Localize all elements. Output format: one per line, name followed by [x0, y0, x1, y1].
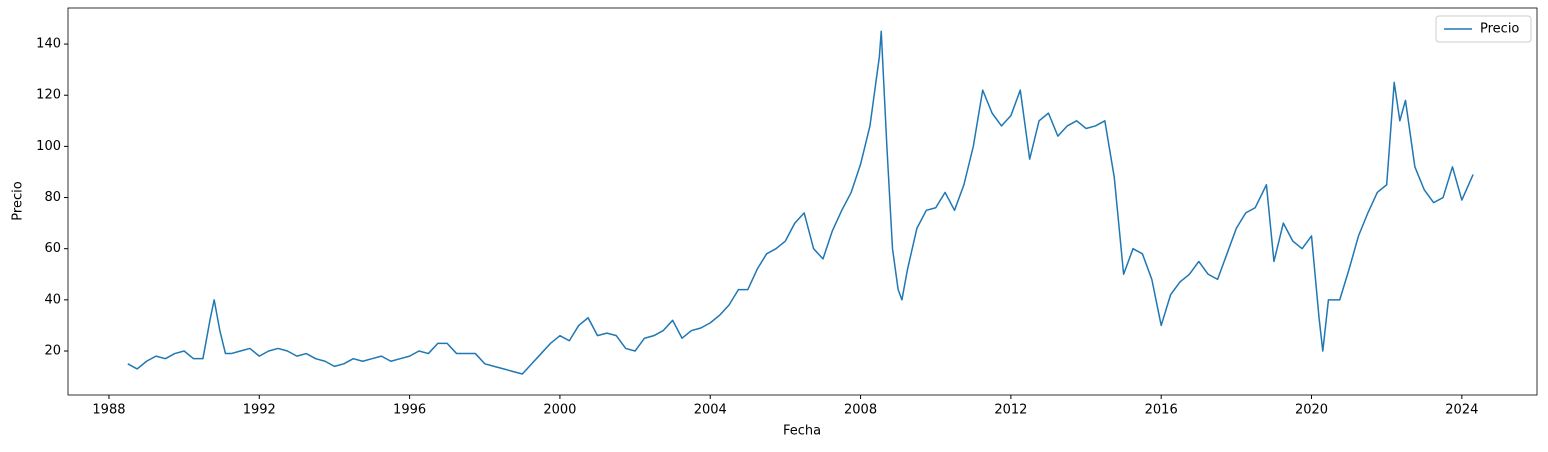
y-tick-label: 100	[36, 139, 61, 154]
y-tick-label: 40	[44, 292, 61, 307]
legend-box	[1435, 15, 1532, 43]
x-tick-label: 1996	[393, 403, 426, 418]
x-tick-label: 1992	[243, 403, 276, 418]
y-axis-label: Precio	[11, 181, 26, 220]
line	[127, 30, 1474, 375]
x-tick-label: 2012	[994, 403, 1027, 418]
x-tick-label: 2016	[1145, 403, 1178, 418]
x-axis-label: Fecha	[783, 424, 821, 439]
y-tick-label: 20	[44, 344, 61, 359]
x-tick-label: 1988	[92, 403, 125, 418]
y-tick-label: 80	[44, 190, 61, 205]
x-tick-label: 2004	[694, 403, 727, 418]
x-tick-label: 2000	[543, 403, 576, 418]
y-tick-label: 60	[44, 241, 61, 256]
x-tick-label: 2008	[844, 403, 877, 418]
y-tick-label: 120	[36, 88, 61, 103]
y-tick-label: 140	[36, 37, 61, 52]
x-tick-label: 2024	[1445, 403, 1478, 418]
plot-frame	[67, 7, 1538, 396]
legend-label: Precio	[1480, 22, 1519, 37]
x-tick-label: 2020	[1295, 403, 1328, 418]
